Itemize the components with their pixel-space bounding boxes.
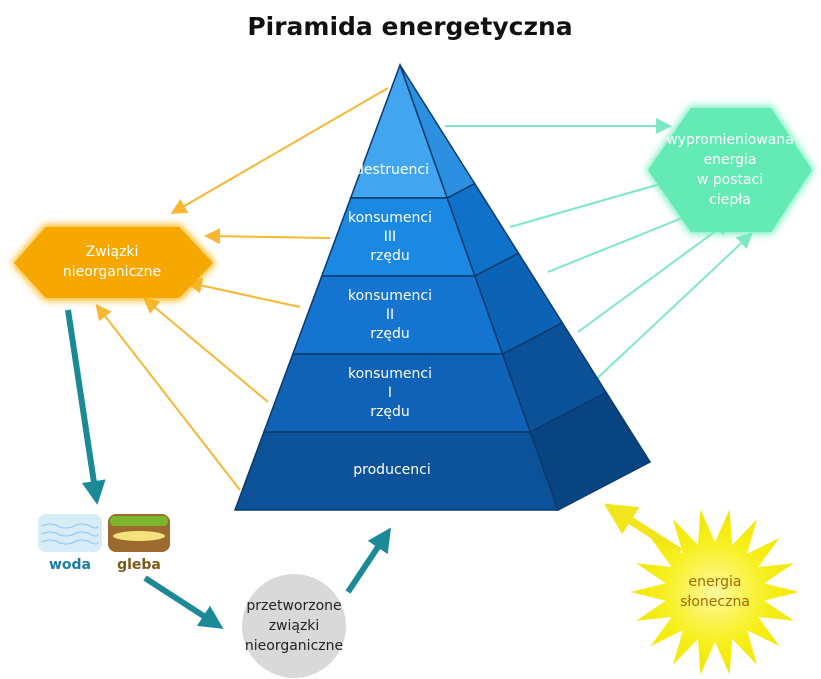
soil-label: gleba <box>117 557 161 573</box>
level-label: destruenci <box>355 162 429 178</box>
arrow <box>548 210 702 272</box>
arrow <box>145 578 216 624</box>
node-label: nieorganiczne <box>245 638 343 654</box>
node-label: przetworzone <box>246 598 341 614</box>
soil-grass <box>110 516 168 526</box>
arrow <box>190 283 300 307</box>
level-label: III <box>384 229 396 245</box>
level-label: konsumenci <box>348 366 432 382</box>
page: Piramida energetyczna destruenci konsumen… <box>0 0 821 679</box>
level-label: konsumenci <box>348 288 432 304</box>
level-label: II <box>386 307 394 323</box>
water-label: woda <box>49 557 91 573</box>
hexagon <box>14 227 213 298</box>
pyramid <box>235 65 650 510</box>
level-label: rzędu <box>370 248 409 264</box>
heat-node <box>646 106 814 234</box>
soil-layer <box>113 531 165 541</box>
level-label: konsumenci <box>348 210 432 226</box>
level-label: rzędu <box>370 404 409 420</box>
level-label: rzędu <box>370 326 409 342</box>
arrow <box>614 510 680 552</box>
diagram: Piramida energetyczna destruenci konsumen… <box>0 0 821 679</box>
level-label: producenci <box>353 462 430 478</box>
arrow <box>98 307 240 490</box>
sun-label: słoneczna <box>680 594 750 610</box>
node-label: w postaci <box>697 172 763 188</box>
node-label: nieorganiczne <box>63 264 161 280</box>
arrow <box>590 235 750 385</box>
node-label: ciepła <box>709 192 751 208</box>
arrow <box>68 310 96 496</box>
inorganic-node <box>12 225 215 300</box>
hexagon <box>648 108 812 232</box>
arrow <box>146 300 268 402</box>
node-label: Związki <box>86 244 139 260</box>
arrow <box>208 236 330 238</box>
node-label: wypromieniowana <box>666 132 794 148</box>
node-label: energia <box>704 152 757 168</box>
title: Piramida energetyczna <box>247 12 572 41</box>
arrow <box>348 535 386 592</box>
node-label: związki <box>269 618 320 634</box>
level-label: I <box>388 385 392 401</box>
water-icon <box>38 514 102 552</box>
sun-label: energia <box>689 574 742 590</box>
